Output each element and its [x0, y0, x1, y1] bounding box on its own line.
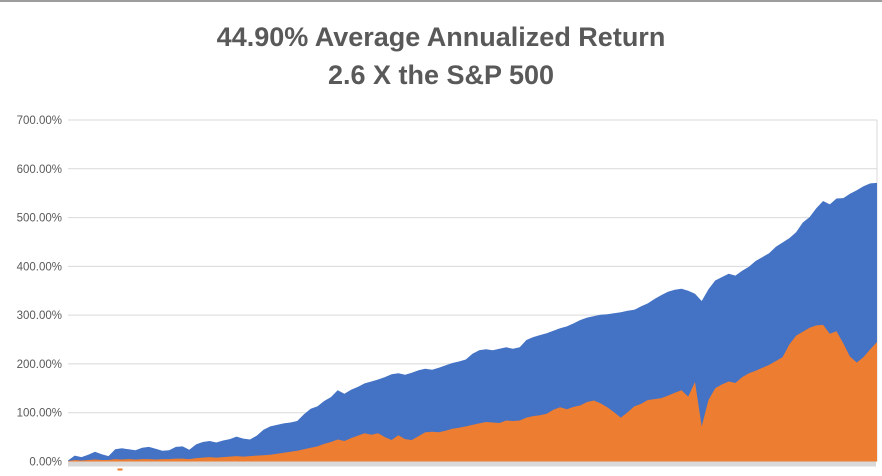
- y-axis-tick-label: 700.00%: [17, 115, 62, 127]
- y-axis-tick-label: 0.00%: [29, 457, 62, 469]
- y-axis-tick-label: 600.00%: [17, 164, 62, 176]
- x-axis-band: [68, 461, 876, 467]
- axis-artifact-dash: [117, 468, 123, 471]
- chart-title-line-1: 44.90% Average Annualized Return: [216, 22, 666, 52]
- chart-title: 44.90% Average Annualized Return 2.6 X t…: [0, 18, 882, 94]
- chart-title-line-2: 2.6 X the S&P 500: [327, 60, 555, 90]
- area-series-2-orange: [68, 324, 877, 462]
- area-series-1-blue: [68, 182, 877, 462]
- y-axis-tick-label: 300.00%: [17, 310, 62, 322]
- y-axis-tick-label: 200.00%: [17, 359, 62, 371]
- y-axis-tick-label: 100.00%: [17, 408, 62, 420]
- y-axis-tick-label: 500.00%: [17, 213, 62, 225]
- y-axis-tick-label: 400.00%: [17, 261, 62, 273]
- top-divider-line: [0, 0, 882, 2]
